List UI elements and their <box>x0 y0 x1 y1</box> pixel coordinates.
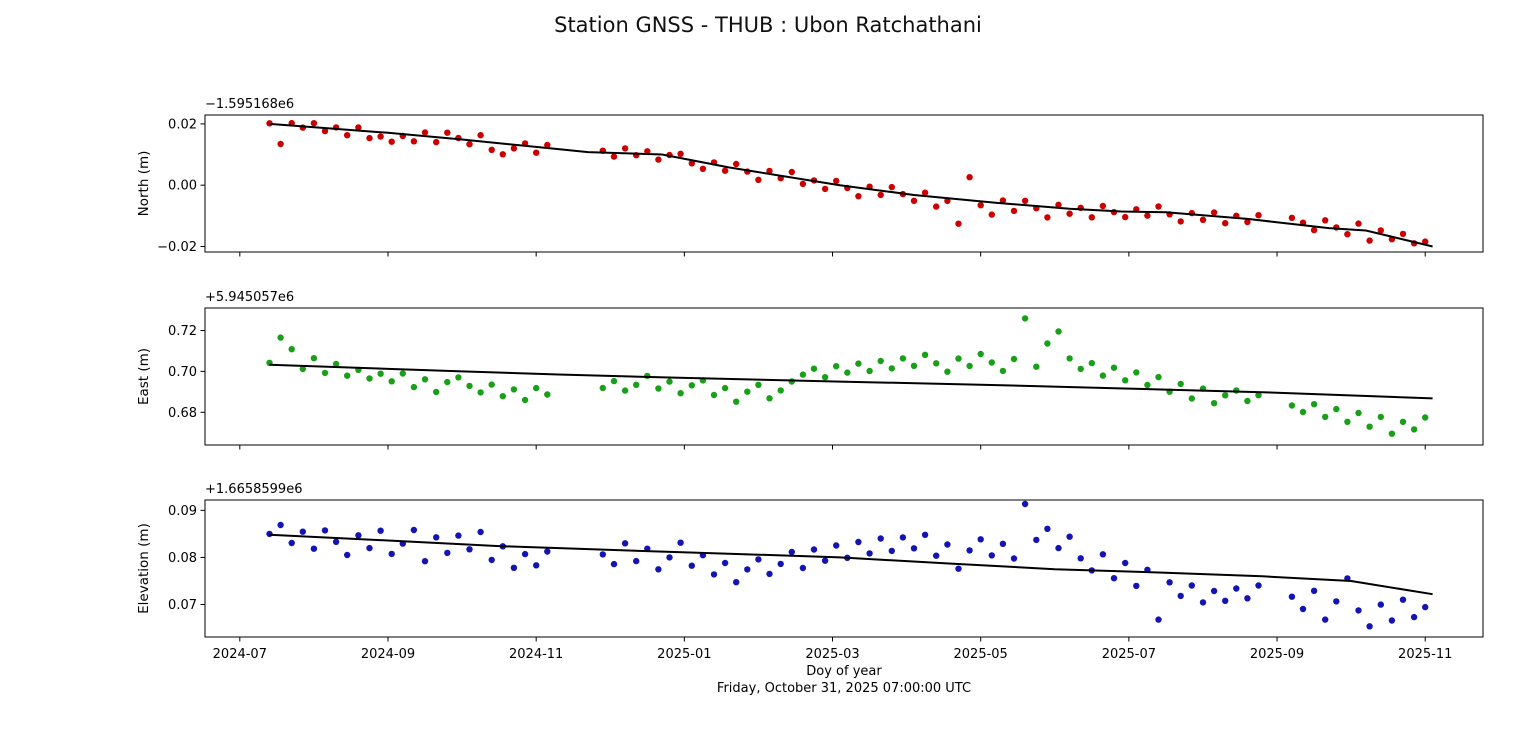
y-tick-label-elevation: 0.07 <box>168 598 197 613</box>
y-axis-offset-text-north: −1.595168e6 <box>205 97 294 112</box>
scatter-series-elevation <box>266 500 1429 630</box>
x-axis-label: Doy of year <box>806 664 882 679</box>
x-tick-label: 2024-07 <box>213 647 267 662</box>
axes-frame-elevation <box>204 499 1484 638</box>
x-tick-label: 2025-05 <box>954 647 1008 662</box>
y-tick-label-east: 0.72 <box>168 324 197 339</box>
y-tick-label-elevation: 0.09 <box>168 504 197 519</box>
subplot-east: 0.72 0.70 0.68 +5.945057e6 East (m) <box>136 290 1484 450</box>
y-axis-offset-text-elevation: +1.6658599e6 <box>205 482 302 497</box>
y-axis-label-elevation: Elevation (m) <box>136 523 152 614</box>
trend-line-east <box>269 363 1433 400</box>
trend-line-north <box>269 122 1433 248</box>
y-axis-label-east: East (m) <box>136 348 152 405</box>
subplot-elevation: 0.09 0.08 0.07 2024-07 2024-09 2024-11 2025-01… <box>136 482 1484 662</box>
axes-frame-east <box>204 307 1484 446</box>
y-tick-label-east: 0.70 <box>168 365 197 380</box>
x-tick-label: 2025-01 <box>657 647 711 662</box>
subplot-north: 0.02 0.00 −0.02 −1.595168e6 North (m) <box>136 97 1484 257</box>
x-tick-label: 2024-09 <box>361 647 415 662</box>
y-tick-label-north: −0.02 <box>157 240 197 255</box>
y-tick-label-east: 0.68 <box>168 406 197 421</box>
x-tick-label: 2025-03 <box>805 647 859 662</box>
trend-line-elevation <box>269 533 1433 596</box>
y-tick-label-north: 0.02 <box>168 117 197 132</box>
scatter-series-north <box>266 119 1429 247</box>
figure-title: Station GNSS - THUB : Ubon Ratchathani <box>554 13 982 37</box>
y-tick-label-north: 0.00 <box>168 179 197 194</box>
x-tick-label: 2025-11 <box>1398 647 1452 662</box>
y-axis-label-north: North (m) <box>136 151 152 217</box>
y-axis-offset-text-east: +5.945057e6 <box>205 290 294 305</box>
timestamp-footer: Friday, October 31, 2025 07:00:00 UTC <box>716 681 972 696</box>
y-tick-label-elevation: 0.08 <box>168 551 197 566</box>
x-tick-label: 2025-09 <box>1250 647 1304 662</box>
scatter-series-east <box>266 315 1429 437</box>
x-tick-label: 2024-11 <box>509 647 563 662</box>
axes-frame-north <box>204 114 1484 253</box>
x-tick-label: 2025-07 <box>1102 647 1156 662</box>
